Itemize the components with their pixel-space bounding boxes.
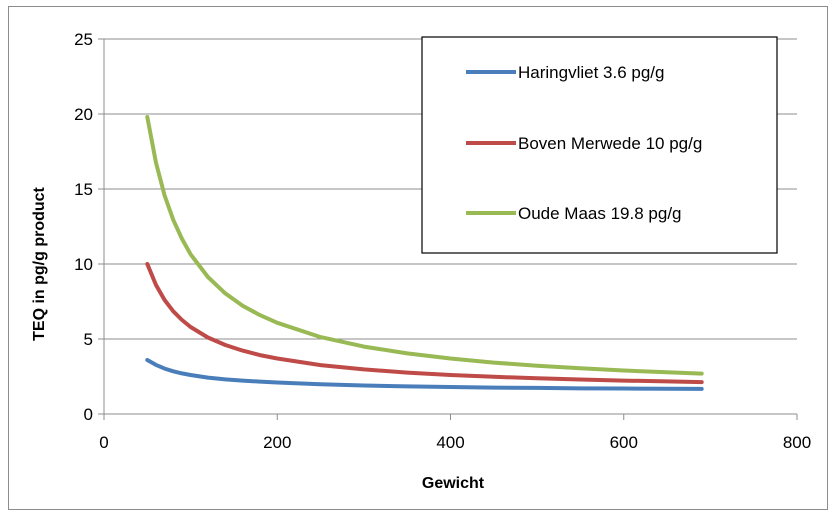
y-tick-label: 5: [84, 330, 93, 349]
x-axis-title: Gewicht: [422, 475, 485, 492]
y-axis-title: TEQ in pg/g product: [31, 186, 48, 340]
x-tick-label: 800: [783, 433, 811, 452]
y-tick-label: 0: [84, 405, 93, 424]
y-tick-label: 25: [74, 30, 93, 49]
y-tick-label: 10: [74, 255, 93, 274]
series-layer: [145, 115, 704, 391]
x-tick-label: 600: [610, 433, 638, 452]
x-tick-label: 200: [263, 433, 291, 452]
tick-labels: 0 5 10 15 20 25 0 200 400 600 800: [74, 30, 811, 452]
legend-label-3: Oude Maas 19.8 pg/g: [518, 204, 682, 223]
series-line-2: [145, 262, 704, 385]
legend-label-1: Haringvliet 3.6 pg/g: [518, 63, 664, 82]
x-tick-label: 400: [436, 433, 464, 452]
series-line-3: [145, 115, 704, 376]
axes: [98, 38, 798, 420]
y-tick-label: 20: [74, 105, 93, 124]
legend: Haringvliet 3.6 pg/g Boven Merwede 10 pg/…: [421, 36, 778, 254]
y-tick-label: 15: [74, 180, 93, 199]
x-tick-label: 0: [99, 433, 108, 452]
series-line-1: [145, 358, 704, 391]
legend-label-2: Boven Merwede 10 pg/g: [518, 134, 702, 153]
